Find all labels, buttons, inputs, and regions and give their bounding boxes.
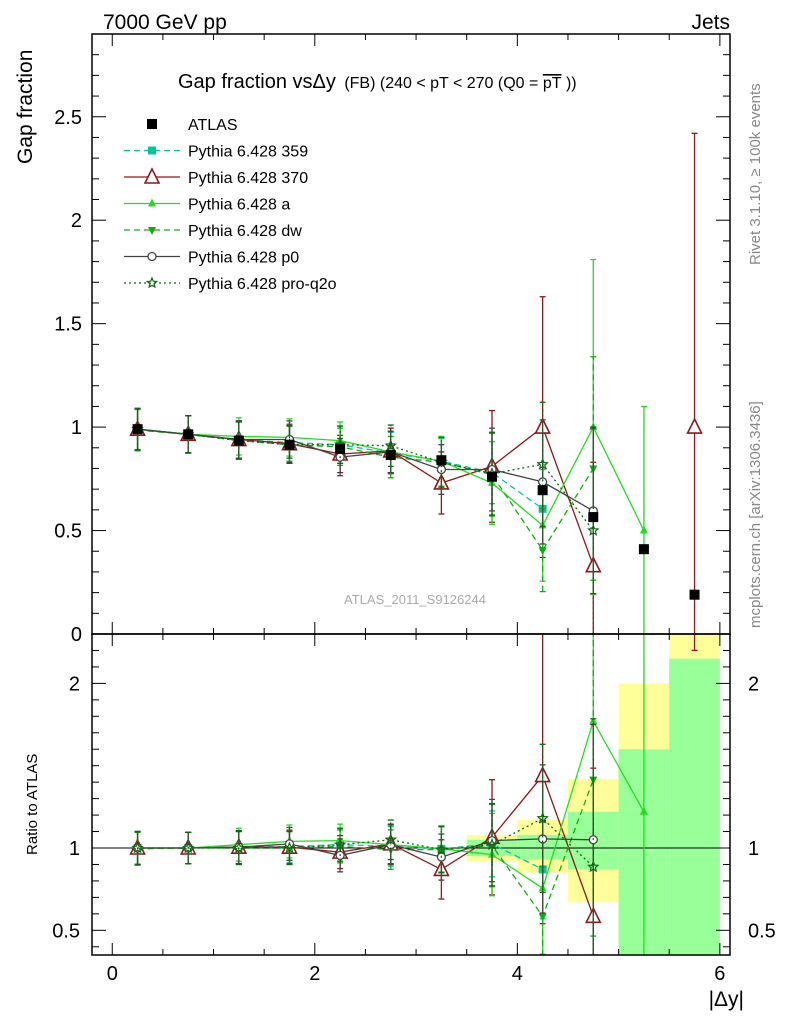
atlas-data-point: [335, 443, 346, 454]
top-panel-marks: [129, 132, 703, 634]
legend-marker: [148, 227, 156, 235]
mcplots-label: mcplots.cern.ch [arXiv:1306.3436]: [747, 401, 764, 628]
atlas-data-point: [689, 589, 700, 600]
ratio-data-point: [131, 841, 144, 854]
atlas-data-point: [487, 471, 498, 482]
title-main: Gap fraction vsΔy: [178, 71, 336, 93]
legend-label: ATLAS: [188, 117, 238, 134]
bottom-y-tick-label: 2: [69, 673, 80, 695]
ratio-data-point: [485, 838, 499, 851]
atlas-data-point: [284, 439, 295, 450]
ratio-data-point: [283, 841, 296, 854]
ratio-data-point: [587, 860, 600, 873]
top-y-tick-label: 2: [71, 210, 82, 232]
ratio-series-line: [137, 817, 594, 868]
atlas-data-point: [436, 455, 447, 466]
top-data-point: [536, 457, 549, 470]
top-y-tick-label: 1.5: [54, 314, 82, 336]
top-data-point: [538, 547, 547, 556]
top-series-line: [137, 428, 594, 531]
x-tick-label: 4: [512, 963, 523, 985]
atlas-data-point: [385, 450, 396, 461]
atlas-data-point: [233, 435, 244, 446]
top-series-line: [137, 426, 594, 566]
title-sub: (FB) (240 < pT < 270 (Q0 =: [344, 75, 538, 92]
top-y-tick-label: 0.5: [54, 521, 82, 543]
atlas-data-point: [588, 512, 599, 523]
legend-label: Pythia 6.428 359: [188, 144, 308, 161]
ratio-data-point: [333, 838, 347, 851]
header-energy: 7000 GeV pp: [103, 11, 227, 34]
x-axis-label: |Δy|: [709, 988, 744, 1011]
ratio-data-point: [536, 811, 549, 824]
legend-label: Pythia 6.428 dw: [188, 223, 302, 240]
legend-label: Pythia 6.428 p0: [188, 250, 299, 267]
plot-title: Gap fraction vsΔy (FB) (240 < pT < 270 (…: [178, 71, 577, 93]
legend-marker: [147, 119, 157, 129]
axes: 0 2 4 6 0 0.5 1 1.5 2 2.5 0.5 0.5 1 1 2 2: [52, 33, 776, 985]
header-process: Jets: [691, 11, 730, 34]
ratio-data-point: [538, 913, 547, 922]
top-data-point: [639, 525, 648, 534]
bottom-panel-marks: [92, 634, 730, 955]
bottom-y-tick-label-right: 1: [748, 838, 759, 860]
bottom-ylabel: Ratio to ATLAS: [24, 754, 41, 855]
atlas-data-point: [132, 424, 143, 435]
legend-marker: [145, 276, 159, 289]
x-tick-label: 2: [309, 963, 320, 985]
top-y-tick-label: 1: [71, 417, 82, 439]
title-bar: pT: [543, 75, 562, 92]
analysis-watermark: ATLAS_2011_S9126244: [344, 592, 486, 607]
atlas-data-point: [638, 544, 649, 555]
top-data-point: [686, 417, 703, 434]
legend: ATLAS Pythia 6.428 359 Pythia 6.428 370 Pyt…: [124, 117, 337, 293]
atlas-data-point: [183, 429, 194, 440]
bottom-y-tick-label-right: 2: [748, 673, 759, 695]
ratio-data-point: [232, 841, 246, 854]
bottom-y-tick-label: 0.5: [52, 920, 80, 942]
legend-label: Pythia 6.428 pro-q2o: [188, 276, 337, 293]
x-tick-label: 6: [714, 963, 725, 985]
legend-label: Pythia 6.428 a: [188, 197, 290, 214]
top-data-point: [587, 524, 600, 536]
bottom-y-tick-label-right: 0.5: [748, 920, 776, 942]
title-end: )): [566, 75, 577, 92]
ratio-data-point: [384, 833, 397, 846]
legend-marker: [143, 167, 161, 184]
ratio-data-point: [639, 806, 648, 815]
bottom-y-tick-label: 1: [69, 838, 80, 860]
top-y-tick-label: 0: [71, 624, 82, 646]
top-data-point: [384, 439, 397, 452]
ratio-data-point: [435, 843, 448, 855]
top-series-line: [137, 429, 594, 552]
ratio-data-point: [538, 834, 548, 844]
top-ylabel: Gap fraction: [14, 50, 37, 164]
legend-marker: [147, 251, 157, 262]
x-tick-label: 0: [107, 963, 118, 985]
bottom-frame: [91, 633, 731, 956]
legend-marker: [148, 198, 156, 207]
ratio-data-point: [182, 841, 195, 854]
top-y-tick-label: 2.5: [54, 107, 82, 129]
legend-label: Pythia 6.428 370: [188, 170, 308, 187]
legend-marker: [148, 146, 156, 155]
atlas-data-point: [537, 485, 548, 496]
rivet-label: Rivet 3.1.10, ≥ 100k events: [747, 83, 764, 265]
band-inner: [669, 658, 720, 955]
